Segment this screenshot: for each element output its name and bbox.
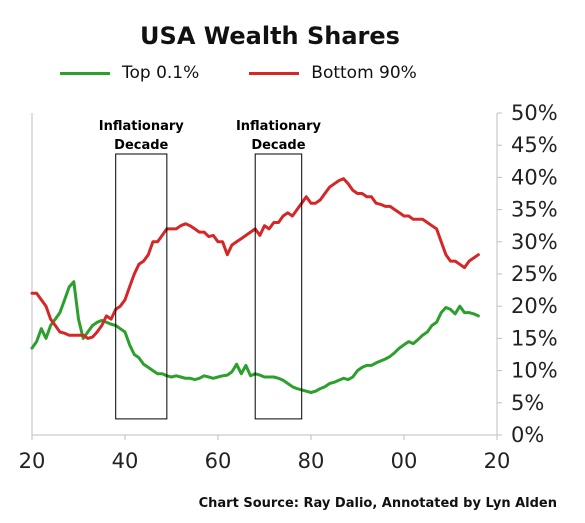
legend-item-bottom-90: Bottom 90% bbox=[249, 63, 417, 83]
legend: Top 0.1% Bottom 90% bbox=[60, 63, 417, 83]
y-tick-label: 25% bbox=[511, 262, 558, 286]
annotation-label-1: Inflationary bbox=[99, 119, 185, 134]
annotation-box-2 bbox=[254, 153, 303, 420]
y-tick-label: 5% bbox=[511, 391, 544, 415]
legend-swatch-bottom-90 bbox=[249, 71, 300, 75]
y-tick-label: 50% bbox=[511, 101, 558, 125]
y-tick-label: 35% bbox=[511, 198, 558, 222]
annotation-box-1 bbox=[115, 153, 168, 420]
annotation-label-2: Inflationary bbox=[236, 119, 322, 134]
legend-label-top-0-1: Top 0.1% bbox=[122, 63, 200, 83]
x-tick-label: 80 bbox=[298, 449, 325, 473]
chart-source: Chart Source: Ray Dalio, Annotated by Ly… bbox=[198, 496, 557, 511]
y-tick-label: 45% bbox=[511, 133, 558, 157]
y-tick-label: 30% bbox=[511, 230, 558, 254]
x-tick-label: 00 bbox=[391, 449, 418, 473]
y-tick-label: 15% bbox=[511, 326, 558, 350]
legend-item-top-0-1: Top 0.1% bbox=[60, 63, 199, 83]
y-tick-label: 10% bbox=[511, 359, 558, 383]
legend-swatch-top-0-1 bbox=[60, 71, 110, 75]
x-tick-label: 40 bbox=[112, 449, 139, 473]
annotation-label-2: Decade bbox=[251, 138, 305, 153]
y-tick-label: 40% bbox=[511, 165, 558, 189]
chart-title: USA Wealth Shares bbox=[140, 22, 400, 50]
y-tick-label: 20% bbox=[511, 294, 558, 318]
x-tick-label: 20 bbox=[484, 449, 511, 473]
x-tick-label: 20 bbox=[19, 449, 46, 473]
legend-label-bottom-90: Bottom 90% bbox=[311, 63, 417, 83]
annotation-label-1: Decade bbox=[114, 138, 168, 153]
y-tick-label: 0% bbox=[511, 423, 544, 447]
x-tick-label: 60 bbox=[205, 449, 232, 473]
